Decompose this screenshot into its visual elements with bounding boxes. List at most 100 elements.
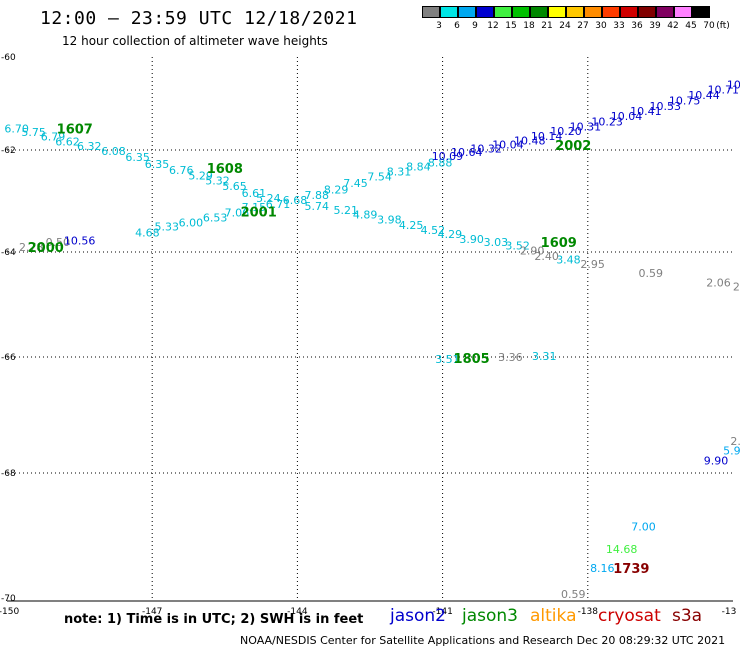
colorbar-label: 30 [595,21,607,31]
wave-height-label: 5.29 [188,170,213,183]
mission-label-altika: altika [530,606,577,626]
grid-lines [7,57,733,601]
wave-height-label: 6.35 [125,151,150,164]
wave-height-label: 3.36 [498,351,523,364]
wave-height-label: 7.06 [225,206,250,219]
wave-height-label: 2.90 [520,245,545,258]
colorbar-label: 12 [487,21,499,31]
colorbar-label: 18 [523,21,535,31]
pass-time-label: 2002 [555,139,591,154]
wave-height-label: 8.88 [428,156,453,169]
colorbar-label: 6 [454,21,460,31]
wave-height-label: 8.16 [590,562,615,575]
wave-height-label: 6.70 [4,122,29,135]
wave-height-label: 9.90 [704,454,729,467]
y-axis-ticks: -60 -62 -64 -66 -68 -70 [1,53,16,604]
wave-height-label: 10.64 [451,146,483,159]
pass-time-label: 1805 [454,352,490,367]
wave-height-label: 4.25 [399,219,424,232]
wave-height-label: 7.00 [631,521,656,534]
pass-time-label: 2000 [28,241,64,256]
colorbar-swatch [674,6,692,18]
colorbar-swatch [656,6,674,18]
wave-height-label: 0.59 [561,588,586,601]
wave-height-label: 10.14 [531,130,563,143]
wave-height-label: 5.74 [305,200,330,213]
y-tick-label: -68 [1,469,16,479]
wave-height-label: 5.90 [723,444,740,457]
colorbar-label: 42 [667,21,679,31]
wave-height-label: 8.31 [387,166,412,179]
wave-height-label: 5.21 [334,204,359,217]
wave-height-label: 3.03 [484,236,509,249]
colorbar-swatch [620,6,638,18]
chart-subtitle: 12 hour collection of altimeter wave hei… [62,34,328,48]
colorbar-label: 21 [541,21,553,31]
wave-height-label: 3.31 [532,350,557,363]
x-tick-label: -138 [578,607,599,617]
wave-height-label: 10.80 [727,79,740,92]
pass-time-label: 2001 [241,205,277,220]
x-tick-label: -141 [432,607,452,617]
wave-height-label: 14.68 [606,543,638,556]
wave-height-label: 2.50 [730,435,740,448]
pass-time-label: 1739 [613,562,649,577]
y-tick-label: -66 [1,353,16,363]
wave-height-label: 6.68 [283,194,308,207]
pass-time-label: 1608 [207,162,243,177]
y-tick-label: -70 [1,594,16,604]
wave-height-label: 6.53 [203,211,228,224]
wave-height-label: 5.32 [205,175,230,188]
x-tick-label: -13 [722,607,737,617]
wave-height-label: 4.89 [353,208,378,221]
wave-height-label: 0.50 [46,236,71,249]
wave-height-label: 10.04 [611,110,643,123]
wave-height-label: 6.32 [77,140,102,153]
wave-height-label: 3.90 [459,233,484,246]
wave-height-label: 4.52 [421,224,446,237]
wave-height-label: 4.29 [438,228,463,241]
wave-height-label: 10.20 [550,125,582,138]
wave-height-label: 2.78 [19,241,44,254]
colorbar-swatch [548,6,566,18]
pass-time-label: 1607 [57,123,93,138]
wave-height-label: 6.08 [101,145,126,158]
wave-height-label: 6.35 [145,158,170,171]
colorbar-unit: (ft) [716,21,730,31]
pass-time-label: 1609 [541,236,577,251]
wave-height-label: 10.56 [64,234,96,247]
wave-height-label: 3.52 [505,239,530,252]
y-tick-label: -60 [1,53,16,63]
wave-height-label: 5.75 [21,126,46,139]
wave-height-label: 10.75 [669,94,701,107]
wave-height-label: 10.31 [570,120,602,133]
wave-height-label: 10.48 [514,134,546,147]
data-labels: 6.705.756.796.626.32 6.08 6.356.35 6.765.32… [4,79,740,601]
wave-height-label: 6.76 [169,164,194,177]
colorbar-swatch [458,6,476,18]
colorbar-label: 45 [685,21,697,31]
wave-height-label: 3.48 [556,254,581,267]
wave-height-label: 7.45 [343,177,368,190]
wave-height-label: 10.53 [649,100,681,113]
wave-height-label: 10.32 [470,143,502,156]
wave-height-label: 6.62 [55,135,80,148]
wave-height-label: 10.09 [432,150,464,163]
wave-height-label: 7.88 [305,189,330,202]
chart-title: 12:00 – 23:59 UTC 12/18/2021 [40,8,358,29]
colorbar-swatch [440,6,458,18]
wave-height-label: 10.04 [492,139,524,152]
mission-label-cryosat: cryosat [598,606,661,626]
colorbar-swatch [512,6,530,18]
wave-height-label: 2.06 [733,280,740,293]
footnote: note: 1) Time is in UTC; 2) SWH is in fe… [64,612,364,627]
colorbar-swatch [494,6,512,18]
colorbar-swatch [476,6,494,18]
colorbar-swatch [638,6,656,18]
wave-height-label: 6.79 [41,131,66,144]
wave-height-label: 3.98 [377,213,402,226]
colorbar-label: 36 [631,21,643,31]
colorbar-label: 39 [649,21,661,31]
wave-height-label: 10.44 [688,89,720,102]
x-tick-label: -150 [0,607,19,617]
